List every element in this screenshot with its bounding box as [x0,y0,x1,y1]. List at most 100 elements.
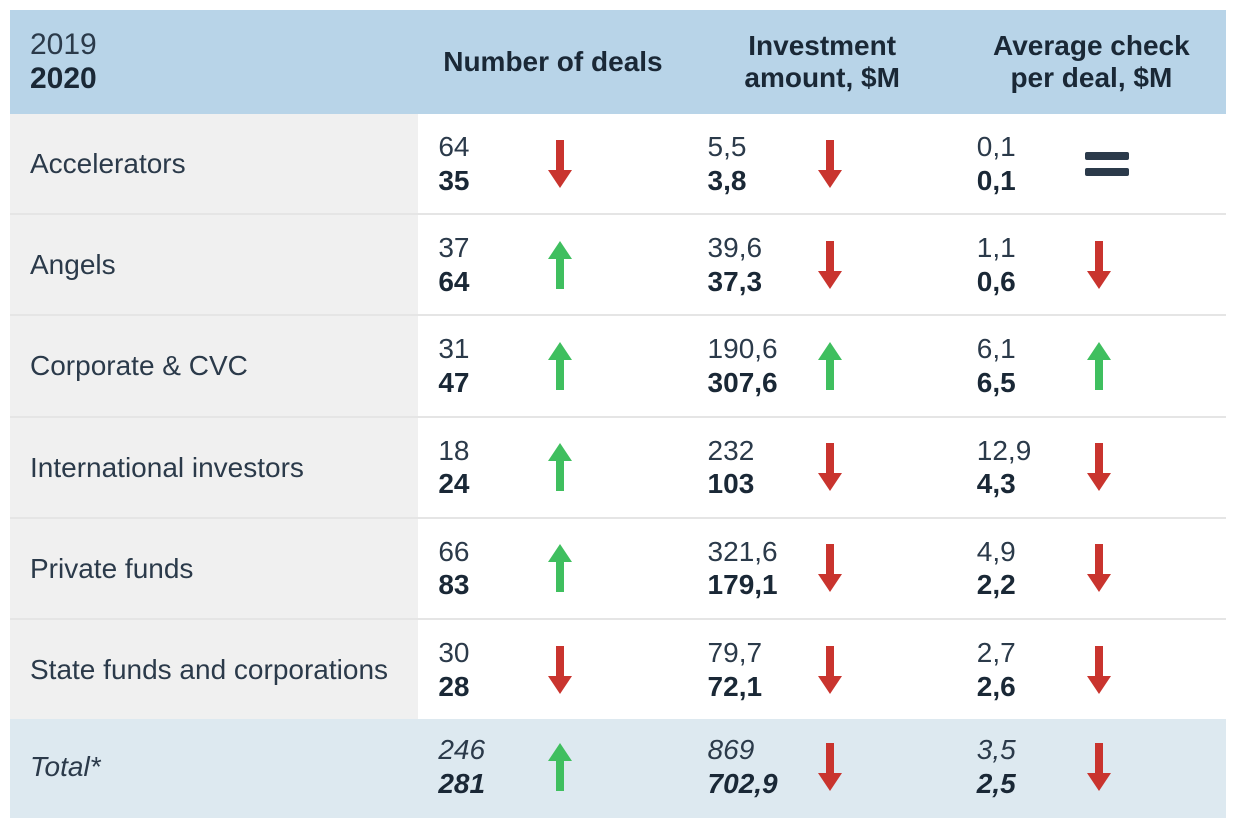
arrow-down-icon [546,642,574,698]
r0c2-cell: 0,10,1 [977,130,1206,197]
r0c1-cell: 5,53,8 [708,130,937,197]
value-2019: 2,7 [977,636,1057,670]
header-year-cell: 2019 2020 [10,10,418,114]
value-2019: 31 [438,332,518,366]
value-2020: 47 [438,366,518,400]
value-pair: 3028 [438,636,518,703]
r3c1-cell: 232103 [708,434,937,501]
value-2020: 37,3 [708,265,788,299]
table-row: Angels376439,637,31,10,6 [10,214,1226,315]
arrow-up-icon [546,237,574,293]
arrow-down-icon [1085,540,1113,596]
data-cell: 3147 [418,315,687,416]
r4c0-cell: 6683 [438,535,667,602]
data-cell: 4,92,2 [957,518,1226,619]
data-cell: 1,10,6 [957,214,1226,315]
equal-icon [1085,136,1129,192]
value-pair: 3764 [438,231,518,298]
r5c1-cell: 79,772,1 [708,636,937,703]
r4c2-cell: 4,92,2 [977,535,1206,602]
arrow-down-icon [816,237,844,293]
value-pair: 5,53,8 [708,130,788,197]
value-2020: 179,1 [708,568,788,602]
data-cell: 2,72,6 [957,619,1226,719]
arrow-down-icon [1085,237,1113,293]
value-2019: 39,6 [708,231,788,265]
table-row: Private funds6683321,6179,14,92,2 [10,518,1226,619]
value-2019: 321,6 [708,535,788,569]
value-2019: 79,7 [708,636,788,670]
value-pair: 6,16,5 [977,332,1057,399]
table-header-row: 2019 2020 Number of deals Investment amo… [10,10,1226,114]
value-2020: 6,5 [977,366,1057,400]
arrow-down-icon [816,739,844,795]
data-cell: 6435 [418,114,687,214]
value-2020: 103 [708,467,788,501]
arrow-down-icon [816,642,844,698]
value-2020: 2,2 [977,568,1057,602]
value-2020: 4,3 [977,467,1057,501]
data-cell: 321,6179,1 [688,518,957,619]
total-c0-cell: 246281 [438,733,667,800]
value-2020: 28 [438,670,518,704]
r3c2-cell: 12,94,3 [977,434,1206,501]
value-2020: 0,1 [977,164,1057,198]
header-year-2019: 2019 [30,28,398,62]
r1c1-cell: 39,637,3 [708,231,937,298]
value-2019: 232 [708,434,788,468]
value-2020: 2,5 [977,767,1057,801]
r1c2-cell: 1,10,6 [977,231,1206,298]
value-2019: 6,1 [977,332,1057,366]
table-row: Corporate & CVC3147190,6307,66,16,5 [10,315,1226,416]
value-2019: 5,5 [708,130,788,164]
arrow-up-icon [546,338,574,394]
r4c1-cell: 321,6179,1 [708,535,937,602]
r0c0-cell: 6435 [438,130,667,197]
r2c2-cell: 6,16,5 [977,332,1206,399]
data-cell: 6683 [418,518,687,619]
r3c0-cell: 1824 [438,434,667,501]
data-cell: 79,772,1 [688,619,957,719]
value-pair: 39,637,3 [708,231,788,298]
header-col-deals: Number of deals [418,10,687,114]
arrow-down-icon [546,136,574,192]
value-2019: 1,1 [977,231,1057,265]
investment-comparison-table: 2019 2020 Number of deals Investment amo… [10,10,1226,818]
value-2020: 307,6 [708,366,788,400]
value-2020: 35 [438,164,518,198]
arrow-up-icon [816,338,844,394]
data-cell: 232103 [688,417,957,518]
data-cell: 6,16,5 [957,315,1226,416]
value-pair: 232103 [708,434,788,501]
value-2019: 4,9 [977,535,1057,569]
value-pair: 6435 [438,130,518,197]
value-2019: 66 [438,535,518,569]
value-2019: 37 [438,231,518,265]
value-2019: 0,1 [977,130,1057,164]
arrow-up-icon [546,739,574,795]
row-label: Corporate & CVC [10,315,418,416]
total-c1-cell: 869702,9 [708,733,937,800]
row-label: Accelerators [10,114,418,214]
value-2019: 12,9 [977,434,1057,468]
value-pair: 12,94,3 [977,434,1057,501]
value-pair: 79,772,1 [708,636,788,703]
value-2019: 30 [438,636,518,670]
r5c0-cell: 3028 [438,636,667,703]
table-row: Accelerators 6435 5,53,8 0,10,1 [10,114,1226,214]
value-pair: 4,92,2 [977,535,1057,602]
total-c2-cell: 3,52,5 [977,733,1206,800]
value-2020: 3,8 [708,164,788,198]
arrow-down-icon [816,540,844,596]
value-pair: 1,10,6 [977,231,1057,298]
table-row: International investors182423210312,94,3 [10,417,1226,518]
table-total-row: Total*246281869702,93,52,5 [10,719,1226,818]
value-2020: 72,1 [708,670,788,704]
data-cell: 0,10,1 [957,114,1226,214]
total-cell: 246281 [418,719,687,818]
arrow-down-icon [816,136,844,192]
value-pair: 3,52,5 [977,733,1057,800]
value-2020: 64 [438,265,518,299]
value-2020: 0,6 [977,265,1057,299]
value-pair: 3147 [438,332,518,399]
